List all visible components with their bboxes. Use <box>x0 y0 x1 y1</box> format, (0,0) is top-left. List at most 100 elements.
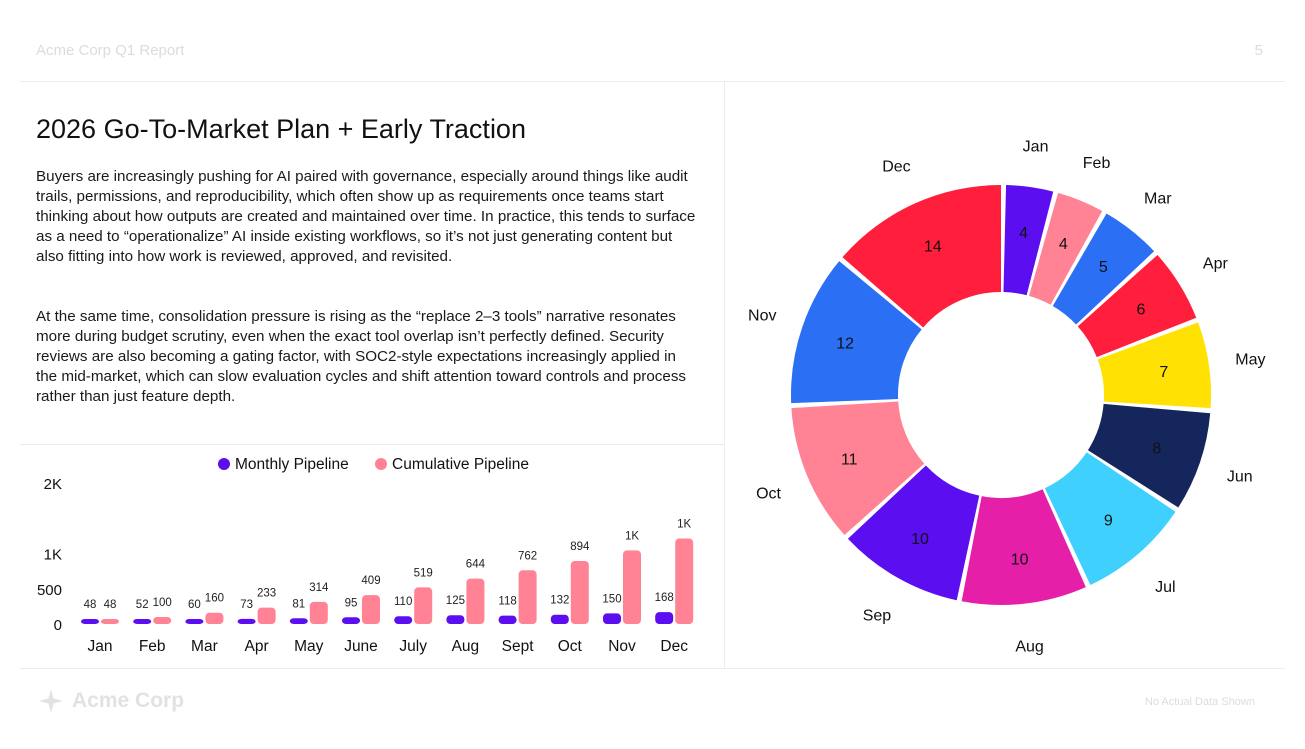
y-tick-label: 0 <box>54 617 62 634</box>
legend-label: Monthly Pipeline <box>235 456 349 473</box>
x-tick-label: Mar <box>191 638 218 655</box>
slice-value-label: 7 <box>1159 364 1168 381</box>
bar-data-label: 95 <box>345 597 358 609</box>
footer-brand: Acme Corp <box>72 689 185 712</box>
bar-legend: Monthly Pipeline Cumulative Pipeline <box>218 456 529 473</box>
bar-data-label: 132 <box>550 595 569 607</box>
donut-slice <box>1097 322 1211 409</box>
y-tick-label: 500 <box>37 582 62 599</box>
slice-value-label: 5 <box>1099 259 1108 276</box>
page-title: 2026 Go-To-Market Plan + Early Traction <box>36 114 526 144</box>
slice-value-label: 10 <box>1011 551 1029 568</box>
slice-value-label: 9 <box>1104 513 1113 530</box>
top-divider <box>20 81 1285 82</box>
x-tick-label: Feb <box>139 638 166 655</box>
slice-value-label: 8 <box>1152 441 1161 458</box>
cumulative-bar <box>570 560 589 624</box>
cumulative-bar <box>101 619 119 624</box>
bar-data-label: 160 <box>205 593 224 605</box>
monthly-bar <box>185 619 204 624</box>
bar-data-label: 110 <box>394 596 412 608</box>
slice-month-label: Apr <box>1203 256 1229 273</box>
slice-value-label: 10 <box>911 531 929 548</box>
donut-slice <box>1003 185 1054 296</box>
cumulative-bar <box>466 578 485 624</box>
bar-data-label: 150 <box>602 593 621 605</box>
cumulative-bar <box>362 595 380 624</box>
bar-data-label: 762 <box>518 550 537 562</box>
cumulative-bar <box>153 616 172 624</box>
bar-data-label: 60 <box>188 599 201 611</box>
bar-data-label: 48 <box>104 599 117 611</box>
bar-data-label: 519 <box>414 567 433 579</box>
y-tick-label: 1K <box>44 547 62 564</box>
donut-slice <box>1044 452 1176 586</box>
bar-data-label: 100 <box>153 597 172 609</box>
monthly-bar <box>446 615 465 624</box>
footer-note: No Actual Data Shown <box>1144 696 1255 708</box>
bar-data-label: 233 <box>257 588 276 600</box>
cumulative-bar <box>205 612 224 624</box>
x-tick-label: Dec <box>660 638 688 655</box>
bar-data-label: 644 <box>466 559 486 571</box>
cumulative-bar <box>675 538 694 624</box>
pipeline-bar-chart: 0 500 1K 2K Monthly Pipeline Cumulative Pipel… <box>37 456 694 655</box>
bottom-divider <box>20 668 1285 669</box>
page-number: 5 <box>1254 42 1263 59</box>
donut-slice <box>961 489 1086 605</box>
cumulative-bar <box>623 550 641 624</box>
monthly-bar <box>655 612 674 624</box>
x-tick-label: Oct <box>558 638 583 655</box>
slice-month-label: Oct <box>756 485 781 502</box>
slice-month-label: Jul <box>1155 579 1175 596</box>
slice-month-label: Nov <box>748 307 776 324</box>
bar-data-label: 409 <box>361 575 380 587</box>
legend-label: Cumulative Pipeline <box>392 456 529 473</box>
donut-slice <box>1052 213 1155 325</box>
footer-logo: Acme Corp <box>38 688 184 714</box>
bar-data-label: 125 <box>446 595 465 607</box>
section-divider <box>20 444 724 445</box>
cumulative-bar <box>309 601 328 624</box>
bar-data-label: 52 <box>136 599 149 611</box>
legend-swatch <box>375 458 387 470</box>
donut-slice <box>842 185 1001 328</box>
bar-data-label: 314 <box>309 582 329 594</box>
x-tick-label: Sept <box>502 638 535 655</box>
monthly-bar <box>81 619 99 624</box>
slice-value-label: 6 <box>1136 302 1145 319</box>
x-tick-label: June <box>344 638 378 655</box>
cumulative-bar <box>257 607 276 624</box>
slice-month-label: Dec <box>882 159 910 176</box>
slice-month-label: Jun <box>1227 469 1253 486</box>
slice-value-label: 12 <box>836 335 854 352</box>
slice-month-label: Jan <box>1023 138 1049 155</box>
slice-value-label: 14 <box>924 238 942 255</box>
paragraph-consolidation: At the same time, consolidation pressure… <box>36 308 687 405</box>
monthly-bar <box>133 619 152 624</box>
vertical-divider <box>724 82 725 668</box>
report-header-title: Acme Corp Q1 Report <box>36 42 185 59</box>
donut-slice <box>791 261 922 404</box>
cumulative-bar <box>518 570 537 624</box>
legend-swatch <box>218 458 230 470</box>
y-tick-label: 2K <box>44 476 62 493</box>
bar-data-label: 73 <box>240 599 253 611</box>
donut-slice <box>847 465 980 601</box>
monthly-bar <box>394 616 413 624</box>
bar-data-label: 168 <box>655 592 674 604</box>
x-tick-label: Nov <box>608 638 636 655</box>
bar-data-label: 894 <box>570 541 590 553</box>
bar-data-label: 118 <box>498 596 516 608</box>
slice-month-label: Feb <box>1083 155 1111 172</box>
monthly-bar <box>289 618 308 624</box>
donut-slice <box>1087 403 1211 508</box>
donut-slice <box>1029 192 1103 305</box>
bar-data-label: 1K <box>625 530 639 542</box>
slice-value-label: 4 <box>1059 236 1068 253</box>
donut-slice <box>1077 254 1197 358</box>
monthly-bar <box>603 613 621 624</box>
monthly-bar <box>550 614 569 624</box>
donut-slice <box>791 401 925 536</box>
cumulative-bar <box>414 587 433 624</box>
